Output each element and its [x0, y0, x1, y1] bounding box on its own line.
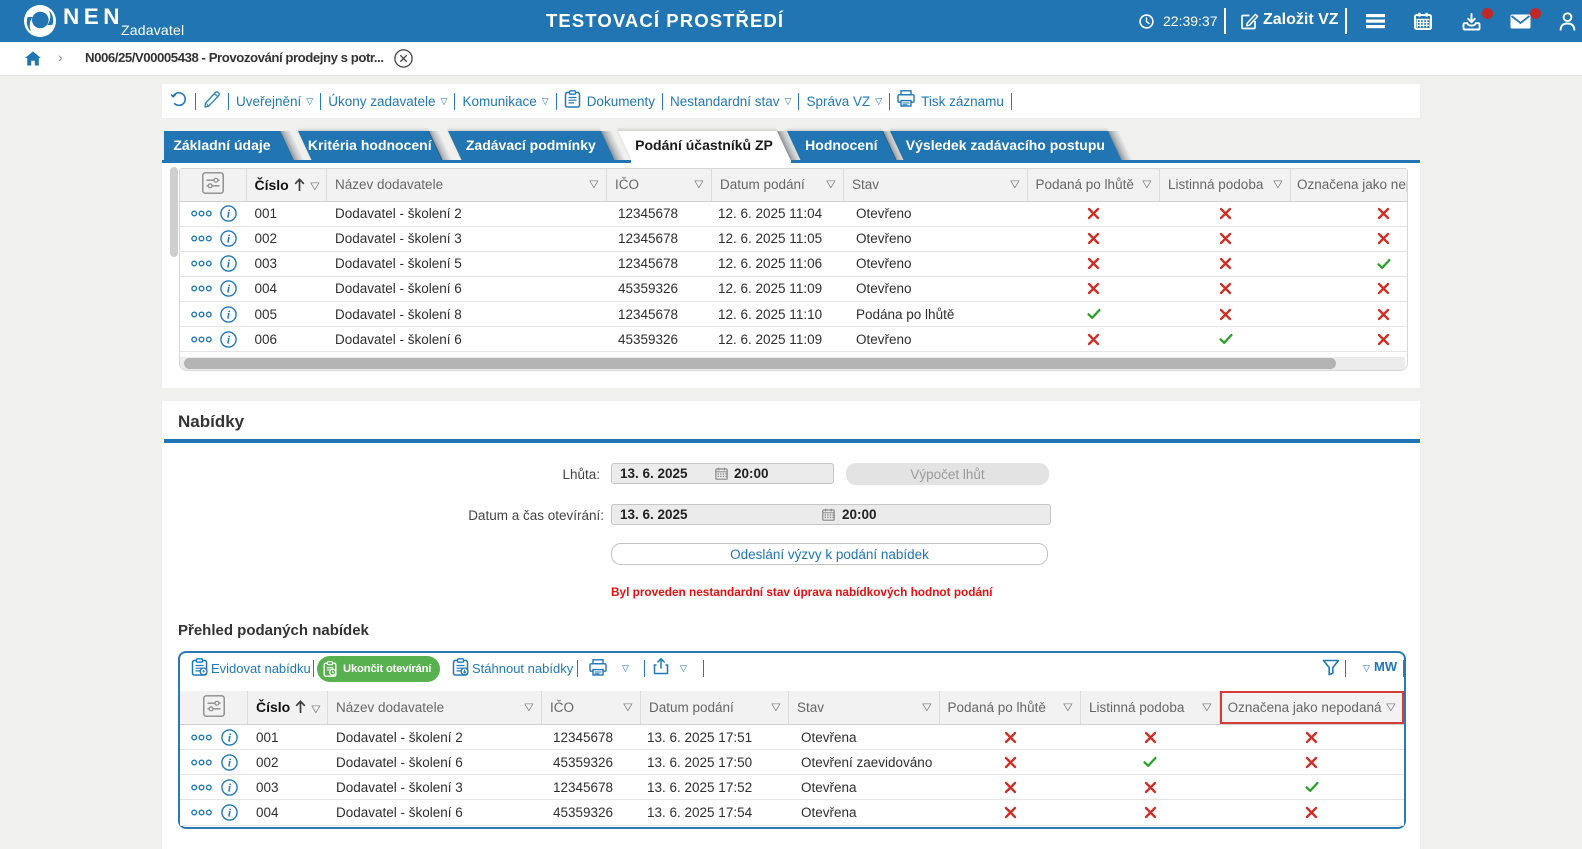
- svg-text:i: i: [226, 234, 230, 246]
- svg-text:i: i: [226, 284, 230, 296]
- svg-text:i: i: [226, 309, 230, 321]
- svg-text:i: i: [228, 782, 232, 794]
- svg-text:i: i: [226, 334, 230, 346]
- svg-text:i: i: [228, 757, 232, 769]
- svg-text:i: i: [226, 259, 230, 271]
- svg-text:i: i: [226, 209, 230, 221]
- svg-text:i: i: [228, 808, 232, 820]
- svg-text:i: i: [228, 732, 232, 744]
